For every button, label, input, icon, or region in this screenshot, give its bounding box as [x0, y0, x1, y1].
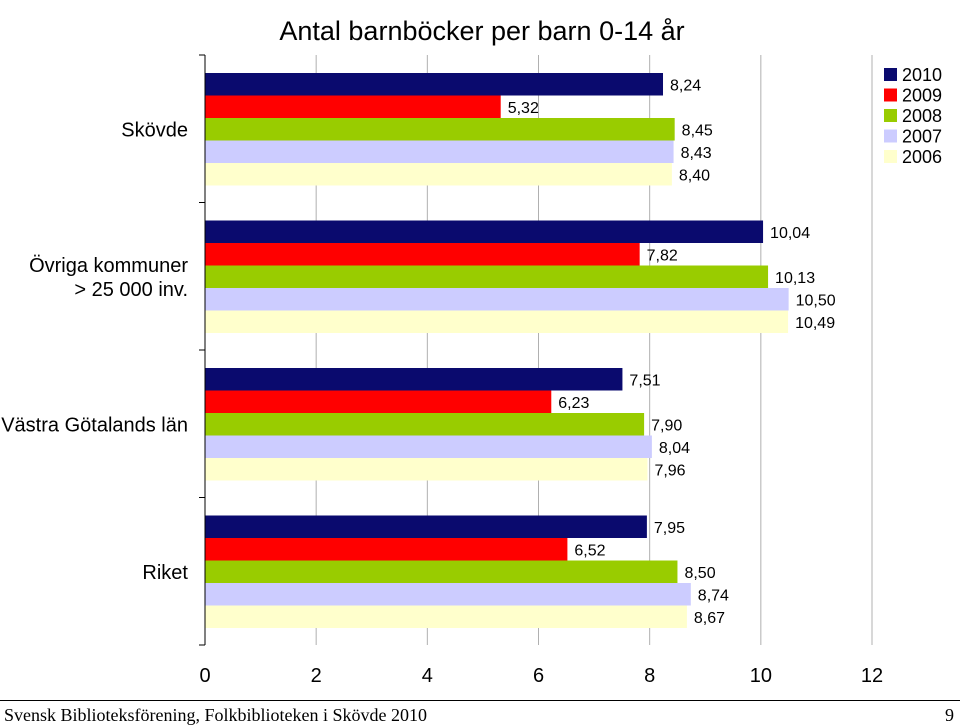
bar-2006 — [205, 605, 687, 628]
x-tick-label: 8 — [644, 665, 655, 687]
footer-divider — [0, 700, 960, 701]
bar-2008 — [205, 118, 675, 141]
data-label: 6,52 — [574, 542, 605, 559]
legend-swatch — [884, 109, 897, 122]
bar-2007 — [205, 435, 652, 458]
page-number: 9 — [945, 705, 954, 725]
legend-label: 2007 — [902, 127, 942, 147]
bar-2010 — [205, 515, 647, 538]
bar-2009 — [205, 243, 640, 266]
data-label: 7,95 — [654, 520, 685, 537]
category-label: Västra Götalands län — [1, 414, 188, 436]
bar-2006 — [205, 163, 672, 186]
category-label: Övriga kommuner — [29, 255, 188, 277]
x-tick-label: 0 — [199, 665, 210, 687]
data-label: 8,45 — [682, 122, 713, 139]
bar-2010 — [205, 220, 764, 243]
chart: Antal barnböcker per barn 0-14 år 8,24 5,… — [1, 16, 942, 687]
footer-source: Svensk Biblioteksförening, Folkbibliotek… — [4, 705, 427, 725]
legend-label: 2008 — [902, 106, 942, 126]
bar-2008 — [205, 560, 678, 583]
chart-title: Antal barnböcker per barn 0-14 år — [279, 16, 684, 46]
data-label: 7,51 — [629, 372, 660, 389]
data-label: 10,50 — [796, 292, 836, 309]
bar-2008 — [205, 265, 769, 288]
bar-2006 — [205, 310, 789, 333]
bar-2006 — [205, 458, 648, 481]
data-label: 8,04 — [659, 440, 690, 457]
data-label: 5,32 — [508, 100, 539, 117]
bar-2009 — [205, 538, 568, 561]
bars: 8,24 5,32 8,45 8,43 8,40 10,04 7,82 10,13 10,50 1… — [205, 73, 836, 628]
legend-label: 2006 — [902, 147, 942, 167]
category-label: > 25 000 inv. — [74, 279, 188, 301]
axes: 0 2 4 6 8 10 12 Skövde Övriga kommuner> 25 000 i… — [1, 54, 883, 687]
data-label: 7,90 — [651, 417, 682, 434]
data-label: 8,67 — [694, 610, 725, 627]
legend-swatch — [884, 150, 897, 163]
bar-2010 — [205, 368, 623, 391]
legend-swatch — [884, 129, 897, 143]
x-tick-label: 4 — [422, 665, 433, 687]
data-label: 8,43 — [681, 145, 712, 162]
data-label: 8,24 — [670, 77, 701, 94]
data-label: 8,40 — [679, 167, 710, 184]
bar-2008 — [205, 413, 645, 436]
data-label: 7,82 — [647, 247, 678, 264]
bar-2009 — [205, 95, 501, 118]
x-tick-label: 2 — [311, 665, 322, 687]
bar-2009 — [205, 390, 552, 413]
data-label: 7,96 — [654, 462, 685, 479]
category-label: Skövde — [121, 119, 188, 141]
data-label: 6,23 — [558, 395, 589, 412]
data-label: 8,50 — [684, 565, 715, 582]
legend-swatch — [884, 88, 897, 102]
x-tick-label: 6 — [533, 665, 544, 687]
x-tick-label: 10 — [750, 665, 772, 687]
bar-2007 — [205, 140, 674, 163]
bar-2010 — [205, 73, 664, 96]
x-tick-label: 12 — [861, 665, 883, 687]
data-label: 10,13 — [775, 270, 815, 287]
category-label: Riket — [142, 562, 188, 584]
data-label: 10,04 — [770, 225, 810, 242]
bar-2007 — [205, 583, 691, 606]
data-label: 8,74 — [698, 587, 729, 604]
data-label: 10,49 — [795, 315, 835, 332]
legend-swatch — [884, 68, 897, 81]
bar-2007 — [205, 288, 789, 311]
legend-label: 2009 — [902, 86, 942, 106]
legend-label: 2010 — [902, 65, 942, 85]
